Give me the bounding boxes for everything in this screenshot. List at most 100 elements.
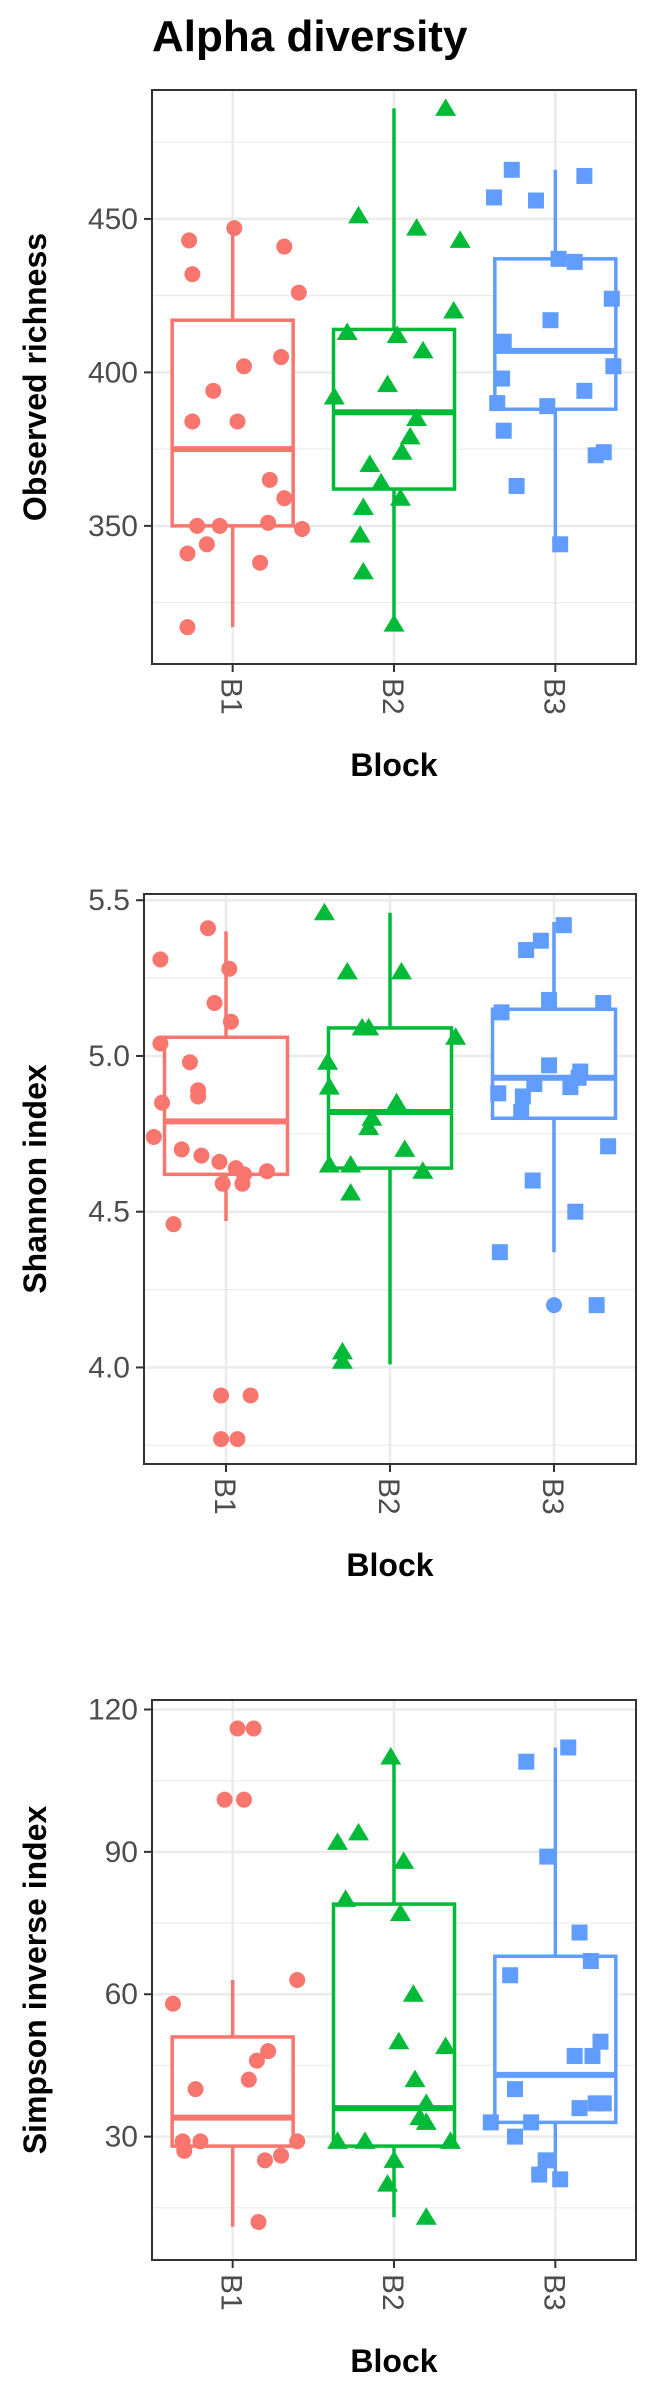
simpson-point-b1: [187, 2081, 204, 2098]
simpson-point-b1: [250, 2214, 267, 2231]
simpson-points-b1: [164, 1720, 306, 2231]
richness-point-b2: [406, 218, 428, 236]
simpson-point-b2: [415, 2093, 437, 2111]
richness-point-b3: [489, 395, 506, 412]
richness-point-b3: [552, 536, 569, 553]
shannon-point-b2: [445, 1027, 467, 1045]
richness-point-b3: [566, 253, 583, 270]
simpson-point-b3: [482, 2114, 499, 2131]
simpson-point-b2: [393, 1851, 415, 1869]
shannon-points-b3: [490, 917, 617, 1314]
richness-x-tick-label-b1: B1: [215, 678, 248, 715]
simpson-point-b2: [415, 2112, 437, 2130]
shannon-point-b1: [145, 1128, 162, 1145]
richness-point-b2: [443, 301, 465, 319]
simpson-y-tick-label: 120: [88, 1693, 138, 1726]
simpson-point-b3: [507, 2128, 523, 2145]
simpson-y-tick-label: 30: [105, 2121, 138, 2154]
shannon-point-b1: [165, 1216, 182, 1233]
richness-point-b1: [276, 490, 293, 507]
shannon-point-b1: [190, 1088, 207, 1105]
simpson-point-b1: [216, 1791, 233, 1808]
simpson-point-b2: [348, 1822, 370, 1841]
richness-x-tick-label-b2: B2: [376, 678, 409, 715]
shannon-box-iqr: [326, 1026, 454, 1170]
shannon-point-b2: [336, 961, 358, 980]
simpson-points-b3: [482, 1739, 612, 2188]
simpson-point-b2: [415, 2207, 437, 2225]
richness-point-b1: [205, 382, 222, 399]
richness-point-b3: [503, 161, 520, 178]
shannon-point-b3: [490, 1085, 507, 1102]
simpson-point-b2: [439, 2131, 461, 2149]
richness-point-b3: [495, 333, 512, 350]
richness-point-b3: [495, 422, 512, 439]
richness-y-tick-label: 450: [88, 203, 138, 236]
shannon-panel: 4.0 4.5 5.0 5.5 B1 B2 B3 Block Shannon index: [17, 884, 637, 1583]
simpson-point-b3: [582, 1953, 599, 1970]
simpson-x-axis-title: Block: [350, 2343, 437, 2379]
richness-point-b2: [406, 408, 428, 426]
simpson-point-b1: [235, 1791, 252, 1808]
shannon-y-tick-label: 4.0: [88, 1351, 130, 1384]
richness-point-b1: [252, 554, 269, 571]
simpson-point-b3: [539, 1848, 556, 1865]
richness-point-b2: [348, 205, 370, 224]
richness-point-b2: [336, 322, 358, 340]
simpson-point-b3: [523, 2114, 540, 2131]
richness-point-b2: [389, 488, 411, 506]
shannon-point-b1: [206, 995, 223, 1012]
simpson-point-b1: [164, 1995, 181, 2012]
richness-point-b2: [449, 230, 471, 248]
simpson-point-b2: [327, 2131, 349, 2149]
simpson-point-b1: [176, 2142, 193, 2159]
richness-point-b2: [386, 325, 408, 344]
shannon-point-b3: [526, 1076, 543, 1092]
shannon-point-b3: [600, 1138, 617, 1155]
shannon-point-b1: [259, 1163, 275, 1180]
shannon-point-b3: [491, 1244, 508, 1261]
richness-point-b1: [184, 413, 201, 430]
shannon-point-b1: [234, 1175, 251, 1192]
richness-point-b1: [184, 266, 201, 283]
simpson-y-tick-label: 90: [105, 1836, 138, 1869]
figure-title: Alpha diversity: [152, 12, 468, 61]
simpson-point-b2: [402, 1984, 424, 2002]
shannon-point-b2: [358, 1117, 380, 1136]
shannon-point-b2: [318, 1154, 340, 1173]
shannon-x-tick-label-b3: B3: [536, 1478, 569, 1515]
simpson-y-tick-label: 60: [105, 1978, 138, 2011]
shannon-point-b1: [152, 951, 169, 968]
shannon-point-b3: [532, 932, 549, 949]
simpson-points-b2: [327, 1746, 461, 2225]
richness-point-b3: [576, 167, 593, 184]
richness-point-b3: [603, 290, 620, 307]
shannon-x-axis-title: Block: [346, 1547, 433, 1583]
shannon-y-axis-title: Shannon index: [17, 1064, 53, 1294]
simpson-point-b1: [256, 2152, 273, 2169]
simpson-point-b2: [377, 2174, 399, 2192]
shannon-points-b2: [313, 902, 467, 1369]
richness-point-b2: [323, 386, 345, 405]
shannon-point-b2: [331, 1351, 353, 1369]
shannon-y-tick-label: 5.0: [88, 1040, 130, 1073]
richness-y-axis-title: Observed richness: [17, 233, 53, 521]
shannon-point-b1: [211, 1153, 228, 1170]
simpson-point-b3: [584, 2047, 601, 2064]
richness-point-b2: [412, 340, 434, 359]
simpson-point-b2: [389, 1903, 411, 1922]
simpson-point-b2: [388, 2031, 410, 2050]
simpson-point-b2: [335, 1889, 357, 1907]
shannon-outlier-b3: [546, 1297, 562, 1314]
simpson-point-b1: [289, 2133, 306, 2150]
shannon-point-b1: [154, 1094, 171, 1111]
simpson-point-b3: [537, 2152, 554, 2169]
shannon-point-b3: [541, 1057, 558, 1074]
shannon-point-b3: [514, 1088, 531, 1105]
simpson-point-b1: [192, 2133, 209, 2150]
shannon-point-b3: [555, 917, 572, 934]
shannon-point-b2: [340, 1183, 362, 1201]
richness-point-b3: [539, 398, 556, 415]
simpson-point-b3: [531, 2166, 548, 2183]
